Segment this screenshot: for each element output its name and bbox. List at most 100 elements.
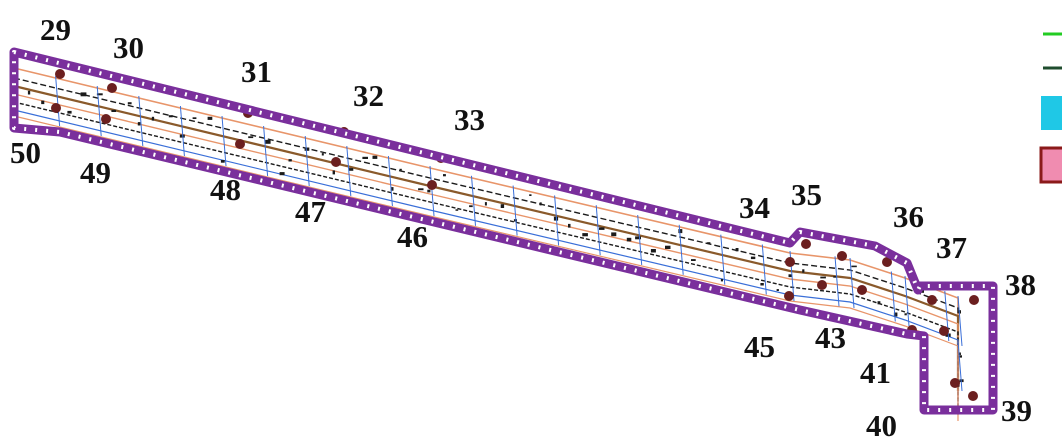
detail-mark [539,202,542,206]
survey-point [968,391,978,401]
detail-mark [760,283,764,286]
detail-mark [678,229,683,234]
detail-mark [582,233,588,237]
detail-mark [248,136,254,139]
survey-point [51,103,61,113]
detail-mark [635,236,641,240]
section-label-49: 49 [80,155,111,190]
section-label-39: 39 [1001,393,1032,428]
section-tick [138,95,144,147]
section-tick [429,165,435,217]
survey-point [837,251,847,261]
detail-mark [96,93,103,96]
section-tick [637,214,643,266]
detail-mark [788,274,793,278]
detail-mark [207,116,213,120]
corridor-boundary-dashes [12,50,995,412]
detail-mark [168,115,173,118]
detail-mark [455,209,459,211]
detail-mark [529,194,532,196]
detail-mark [137,122,141,126]
detail-mark [372,155,378,159]
section-label-31: 31 [241,54,272,89]
survey-point [817,280,827,290]
section-label-35: 35 [791,177,822,212]
section-tick [263,125,269,177]
section-tick [890,271,896,322]
detail-mark [279,172,285,176]
detail-mark [151,116,155,121]
detail-mark [802,269,805,273]
survey-point [882,257,892,267]
detail-mark [626,237,632,242]
section-label-37: 37 [936,230,967,265]
section-tick [554,195,560,246]
detail-mark [265,139,271,144]
corridor-line-5 [13,109,959,415]
survey-point [801,239,811,249]
detail-mark [776,289,779,291]
survey-point [784,291,794,301]
detail-mark [904,313,907,316]
detail-mark [192,117,197,119]
section-label-32: 32 [353,78,384,113]
survey-point [785,257,795,267]
detail-mark [390,187,394,191]
section-tick [387,155,393,207]
section-tick [834,256,840,307]
detail-mark [418,188,424,191]
detail-mark [720,278,723,282]
detail-mark [851,265,857,268]
section-label-40: 40 [866,408,897,443]
survey-point [927,295,937,305]
detail-mark [484,202,487,206]
detail-mark [833,276,837,278]
survey-point [235,139,245,149]
corridor-boundary [9,47,998,415]
section-tick [678,224,684,275]
detail-mark [500,204,505,208]
detail-mark [877,301,881,305]
section-tick [957,295,963,347]
detail-mark [735,248,739,252]
survey-point [331,157,341,167]
section-label-46: 46 [397,219,428,254]
section-tick [346,145,352,197]
section-tick [471,175,476,226]
survey-point [101,114,111,124]
section-label-45: 45 [744,329,775,364]
section-label-30: 30 [113,30,144,65]
section-label-38: 38 [1005,267,1036,302]
detail-mark [41,100,45,105]
corridor-detail [13,65,979,421]
detail-mark [179,134,185,138]
section-label-36: 36 [893,199,924,234]
detail-mark [27,90,31,95]
survey-point [857,285,867,295]
cyan-fill-icon [1041,96,1062,130]
detail-mark [288,159,292,162]
section-label-29: 29 [40,12,71,47]
detail-mark [349,168,354,171]
corridor-line-3 [13,93,959,399]
detail-mark [67,110,72,114]
corridor-line-4 [13,101,959,407]
section-tick [55,75,61,127]
pink-fill-icon [1039,146,1062,184]
detail-mark [893,312,898,317]
detail-mark [321,153,324,156]
detail-mark [304,147,310,151]
survey-point [939,326,949,336]
section-label-41: 41 [860,355,891,390]
detail-mark [469,205,473,208]
section-label-48: 48 [210,172,241,207]
detail-mark [443,174,446,177]
detail-mark [80,92,87,97]
section-tick [512,185,518,236]
corridor-line-6 [13,115,959,421]
detail-mark [650,249,656,253]
survey-point [427,180,437,190]
corridor-line-1 [13,77,959,383]
